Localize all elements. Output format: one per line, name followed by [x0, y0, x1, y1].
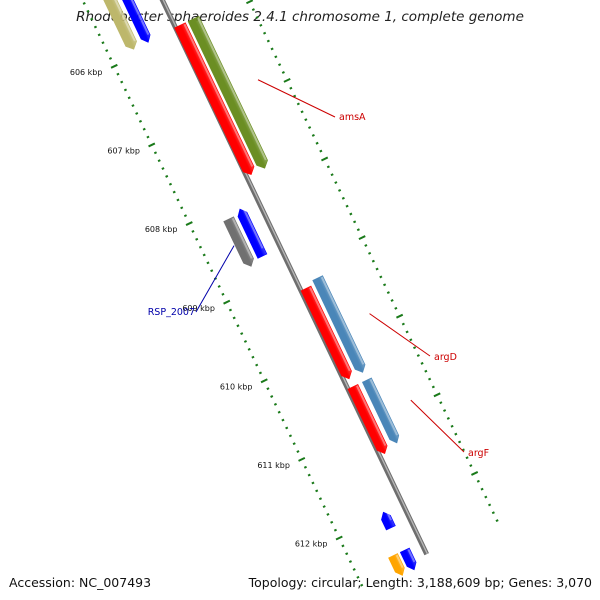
feature-argF	[347, 383, 388, 454]
minor-ticks	[82, 1, 499, 587]
kbp-label: 611 kbp	[257, 461, 290, 470]
feature-blue-bottom	[381, 511, 396, 531]
label-leader-line	[257, 79, 336, 118]
major-tick-outer	[358, 235, 366, 240]
kbp-label: 606 kbp	[70, 68, 103, 77]
topology-summary: Topology: circular; Length: 3,188,609 bp…	[248, 575, 592, 590]
kbp-label: 612 kbp	[295, 540, 328, 549]
feature-RSP_2007	[223, 216, 254, 267]
kbp-label: 610 kbp	[220, 382, 253, 391]
label-leader-line	[195, 245, 235, 313]
kbp-label: 607 kbp	[107, 147, 140, 156]
major-tick-inner	[148, 142, 156, 148]
feature-orange-bottom	[388, 553, 405, 576]
map-title: Rhodobacter sphaeroides 2.4.1 chromosome…	[76, 9, 524, 25]
major-tick-inner	[185, 221, 193, 226]
feature-steel-argD	[312, 275, 366, 373]
feature-blue-top	[110, 0, 151, 43]
gene-label: amsA	[339, 112, 366, 123]
feature-olive-amsA	[187, 15, 268, 169]
label-leader-line	[410, 399, 465, 453]
major-ticks	[110, 0, 479, 541]
major-tick-outer	[470, 471, 479, 476]
major-tick-inner	[110, 63, 118, 69]
label-leader-line	[369, 313, 431, 357]
major-tick-inner	[298, 456, 306, 462]
gene-label: argF	[468, 448, 489, 459]
major-tick-outer	[283, 77, 291, 83]
feature-blue-RSP_2007	[237, 207, 268, 259]
feature-blue-bottom2	[399, 547, 417, 571]
major-tick-outer	[246, 0, 254, 5]
feature-argD	[300, 285, 352, 380]
major-tick-inner	[335, 535, 343, 541]
feature-steel-argF	[361, 377, 400, 444]
accession-text: Accession: NC_007493	[9, 575, 152, 590]
major-tick-inner	[260, 378, 268, 384]
feature-khaki-top	[95, 0, 137, 50]
major-tick-outer	[433, 392, 441, 398]
major-tick-outer	[321, 156, 329, 162]
feature-amsA	[174, 22, 255, 176]
major-tick-inner	[223, 299, 231, 305]
kbp-label: 608 kbp	[145, 225, 178, 234]
major-tick-outer	[395, 313, 404, 319]
features	[95, 0, 417, 576]
locus-label: RSP_2007	[148, 307, 195, 318]
gene-label: argD	[434, 352, 457, 363]
